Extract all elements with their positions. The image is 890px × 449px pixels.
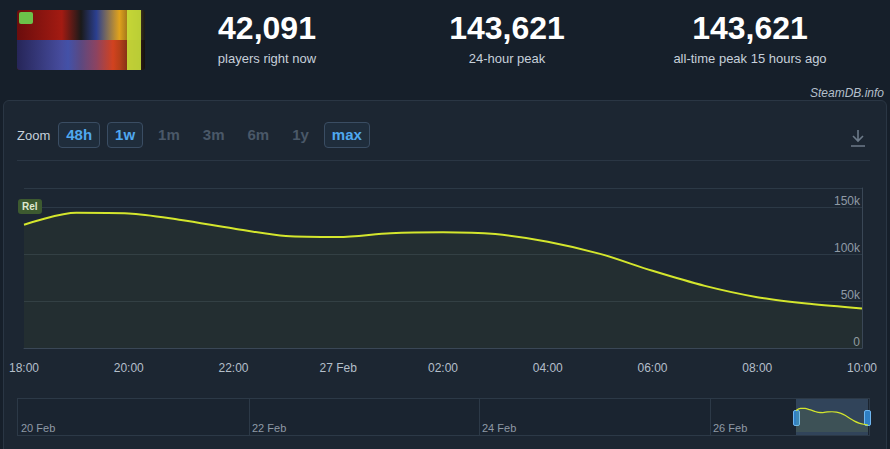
html-text:42,091: 42,091 — [218, 10, 316, 46]
svg-text:20:00: 20:00 — [114, 361, 144, 375]
html-text:Zoom: Zoom — [17, 127, 51, 143]
svg-text:22:00: 22:00 — [218, 361, 248, 375]
html-text:3m: 3m — [202, 126, 225, 143]
html-text:24-hour peak: 24-hour peak — [468, 51, 546, 66]
html-text:1m: 1m — [158, 126, 180, 143]
html-text:20 Feb: 20 Feb — [21, 422, 56, 434]
html-text:22 Feb: 22 Feb — [252, 422, 287, 434]
svg-text:08:00: 08:00 — [742, 361, 772, 375]
svg-text:27 Feb: 27 Feb — [320, 361, 358, 375]
svg-text:06:00: 06:00 — [637, 361, 667, 375]
html-text:143,621: 143,621 — [692, 10, 808, 46]
html-text:all-time peak 15 hours ago: all-time peak 15 hours ago — [673, 51, 827, 66]
svg-text:10:00: 10:00 — [847, 361, 877, 375]
svg-text:04:00: 04:00 — [533, 361, 563, 375]
html-text:Rel: Rel — [22, 201, 38, 212]
html-text:players right now: players right now — [217, 51, 317, 66]
html-text:48h: 48h — [66, 126, 93, 143]
svg-text:02:00: 02:00 — [428, 361, 458, 375]
svg-text:150k: 150k — [834, 194, 861, 208]
html-text:6m: 6m — [247, 126, 270, 143]
html-text:1w: 1w — [115, 126, 136, 143]
svg-text:18:00: 18:00 — [9, 361, 39, 375]
html-text:max: max — [331, 126, 362, 143]
html-text:143,621: 143,621 — [449, 10, 565, 46]
html-text:1y: 1y — [292, 126, 309, 143]
html-text:24 Feb: 24 Feb — [482, 422, 517, 434]
html-text:SteamDB.info: SteamDB.info — [810, 86, 884, 100]
svg-text:50k: 50k — [841, 288, 861, 302]
svg-text:100k: 100k — [834, 241, 861, 255]
html-text:26 Feb: 26 Feb — [713, 422, 748, 434]
